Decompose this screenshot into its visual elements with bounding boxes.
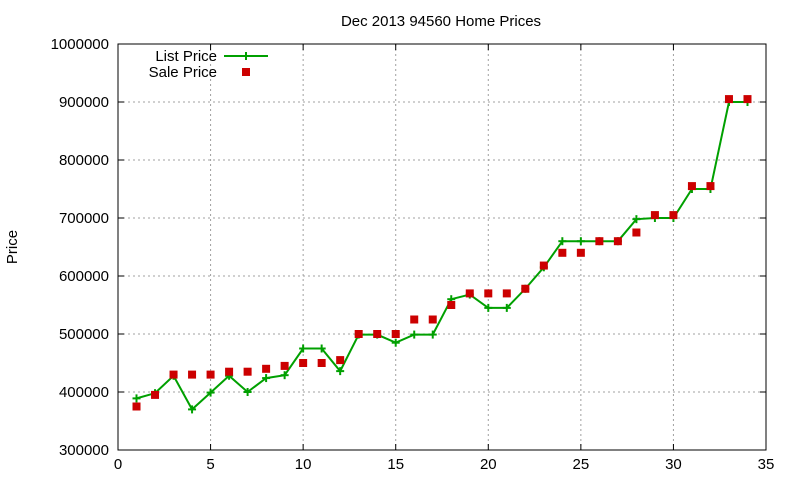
legend-plus-marker [242, 52, 250, 60]
y-tick-label: 1000000 [51, 36, 109, 53]
list-price-point [280, 371, 289, 380]
y-tick-label: 900000 [59, 94, 109, 111]
sale-price-point [465, 289, 474, 298]
x-tick-label: 20 [480, 456, 497, 473]
legend-label: List Price [155, 48, 217, 65]
x-tick-label: 0 [114, 456, 122, 473]
sale-price-point [576, 248, 585, 257]
list-price-point [502, 303, 511, 312]
series-layer [132, 95, 752, 414]
y-tick-label: 300000 [59, 442, 109, 459]
chart-title: Dec 2013 94560 Home Prices [341, 13, 541, 30]
list-price-point [558, 237, 567, 246]
x-tick-label: 25 [573, 456, 590, 473]
list-price-point [206, 388, 215, 397]
sale-price-point [206, 370, 215, 379]
list-price-point [262, 374, 271, 383]
sale-price-point [169, 370, 178, 379]
list-price-point [243, 388, 252, 396]
sale-price-point [613, 237, 622, 246]
y-axis-label: Price [4, 230, 21, 264]
x-tick-label: 35 [758, 456, 775, 473]
sale-price-point [243, 367, 252, 376]
legend-square-marker [242, 68, 250, 76]
x-tick-label: 30 [665, 456, 682, 473]
list-price-point [132, 394, 141, 403]
y-tick-label: 400000 [59, 384, 109, 401]
list-price-point [336, 367, 345, 376]
sale-price-point [188, 370, 197, 379]
list-price-point [391, 338, 400, 347]
y-tick-label: 700000 [59, 210, 109, 227]
plot-frame [117, 43, 767, 451]
list-price-point [410, 330, 419, 339]
sale-price-point [373, 330, 382, 338]
sale-price-point [410, 315, 419, 324]
sale-price-point [558, 248, 567, 257]
y-tick-label: 500000 [59, 326, 109, 343]
list-price-point [632, 215, 641, 224]
sale-price-point [151, 390, 160, 399]
sale-price-point [595, 237, 604, 246]
sale-price-point [447, 301, 456, 309]
list-price-point [299, 344, 308, 353]
series-sale-price [132, 95, 752, 411]
sale-price-point [484, 289, 493, 298]
y-tick-label: 800000 [59, 152, 109, 169]
y-tick-label: 600000 [59, 268, 109, 285]
legend-label: Sale Price [149, 64, 217, 81]
sale-price-point [317, 359, 326, 367]
sale-price-point [299, 359, 308, 367]
list-price-point [428, 330, 437, 339]
sale-price-point [743, 95, 752, 104]
series-list-price [132, 98, 752, 414]
list-price-point [317, 344, 326, 353]
list-price-point [484, 303, 493, 312]
sale-price-point [336, 356, 345, 365]
sale-price-point [132, 402, 141, 411]
x-tick-label: 5 [206, 456, 214, 473]
sale-price-point [724, 95, 733, 104]
sale-price-point [225, 367, 234, 376]
sale-price-point [521, 284, 530, 293]
sale-price-point [354, 330, 363, 338]
sale-price-point [632, 228, 641, 237]
x-tick-label: 10 [295, 456, 312, 473]
sale-price-point [262, 364, 271, 373]
sale-price-point [428, 315, 437, 324]
list-price-point [576, 237, 585, 246]
sale-price-point [650, 211, 659, 220]
axes-layer: 0 5 10 15 20 25 30 35 300000 400000 500000 600000 70… [51, 36, 775, 473]
sale-price-point [706, 182, 715, 191]
sale-price-point [502, 289, 511, 298]
list-price-line [136, 101, 748, 411]
sale-price-point [280, 361, 289, 370]
sale-price-point [669, 211, 678, 220]
sale-price-point [391, 330, 400, 338]
sale-price-point [539, 261, 548, 270]
list-price-point [188, 405, 197, 414]
x-tick-label: 15 [387, 456, 404, 473]
sale-price-point [687, 182, 696, 191]
